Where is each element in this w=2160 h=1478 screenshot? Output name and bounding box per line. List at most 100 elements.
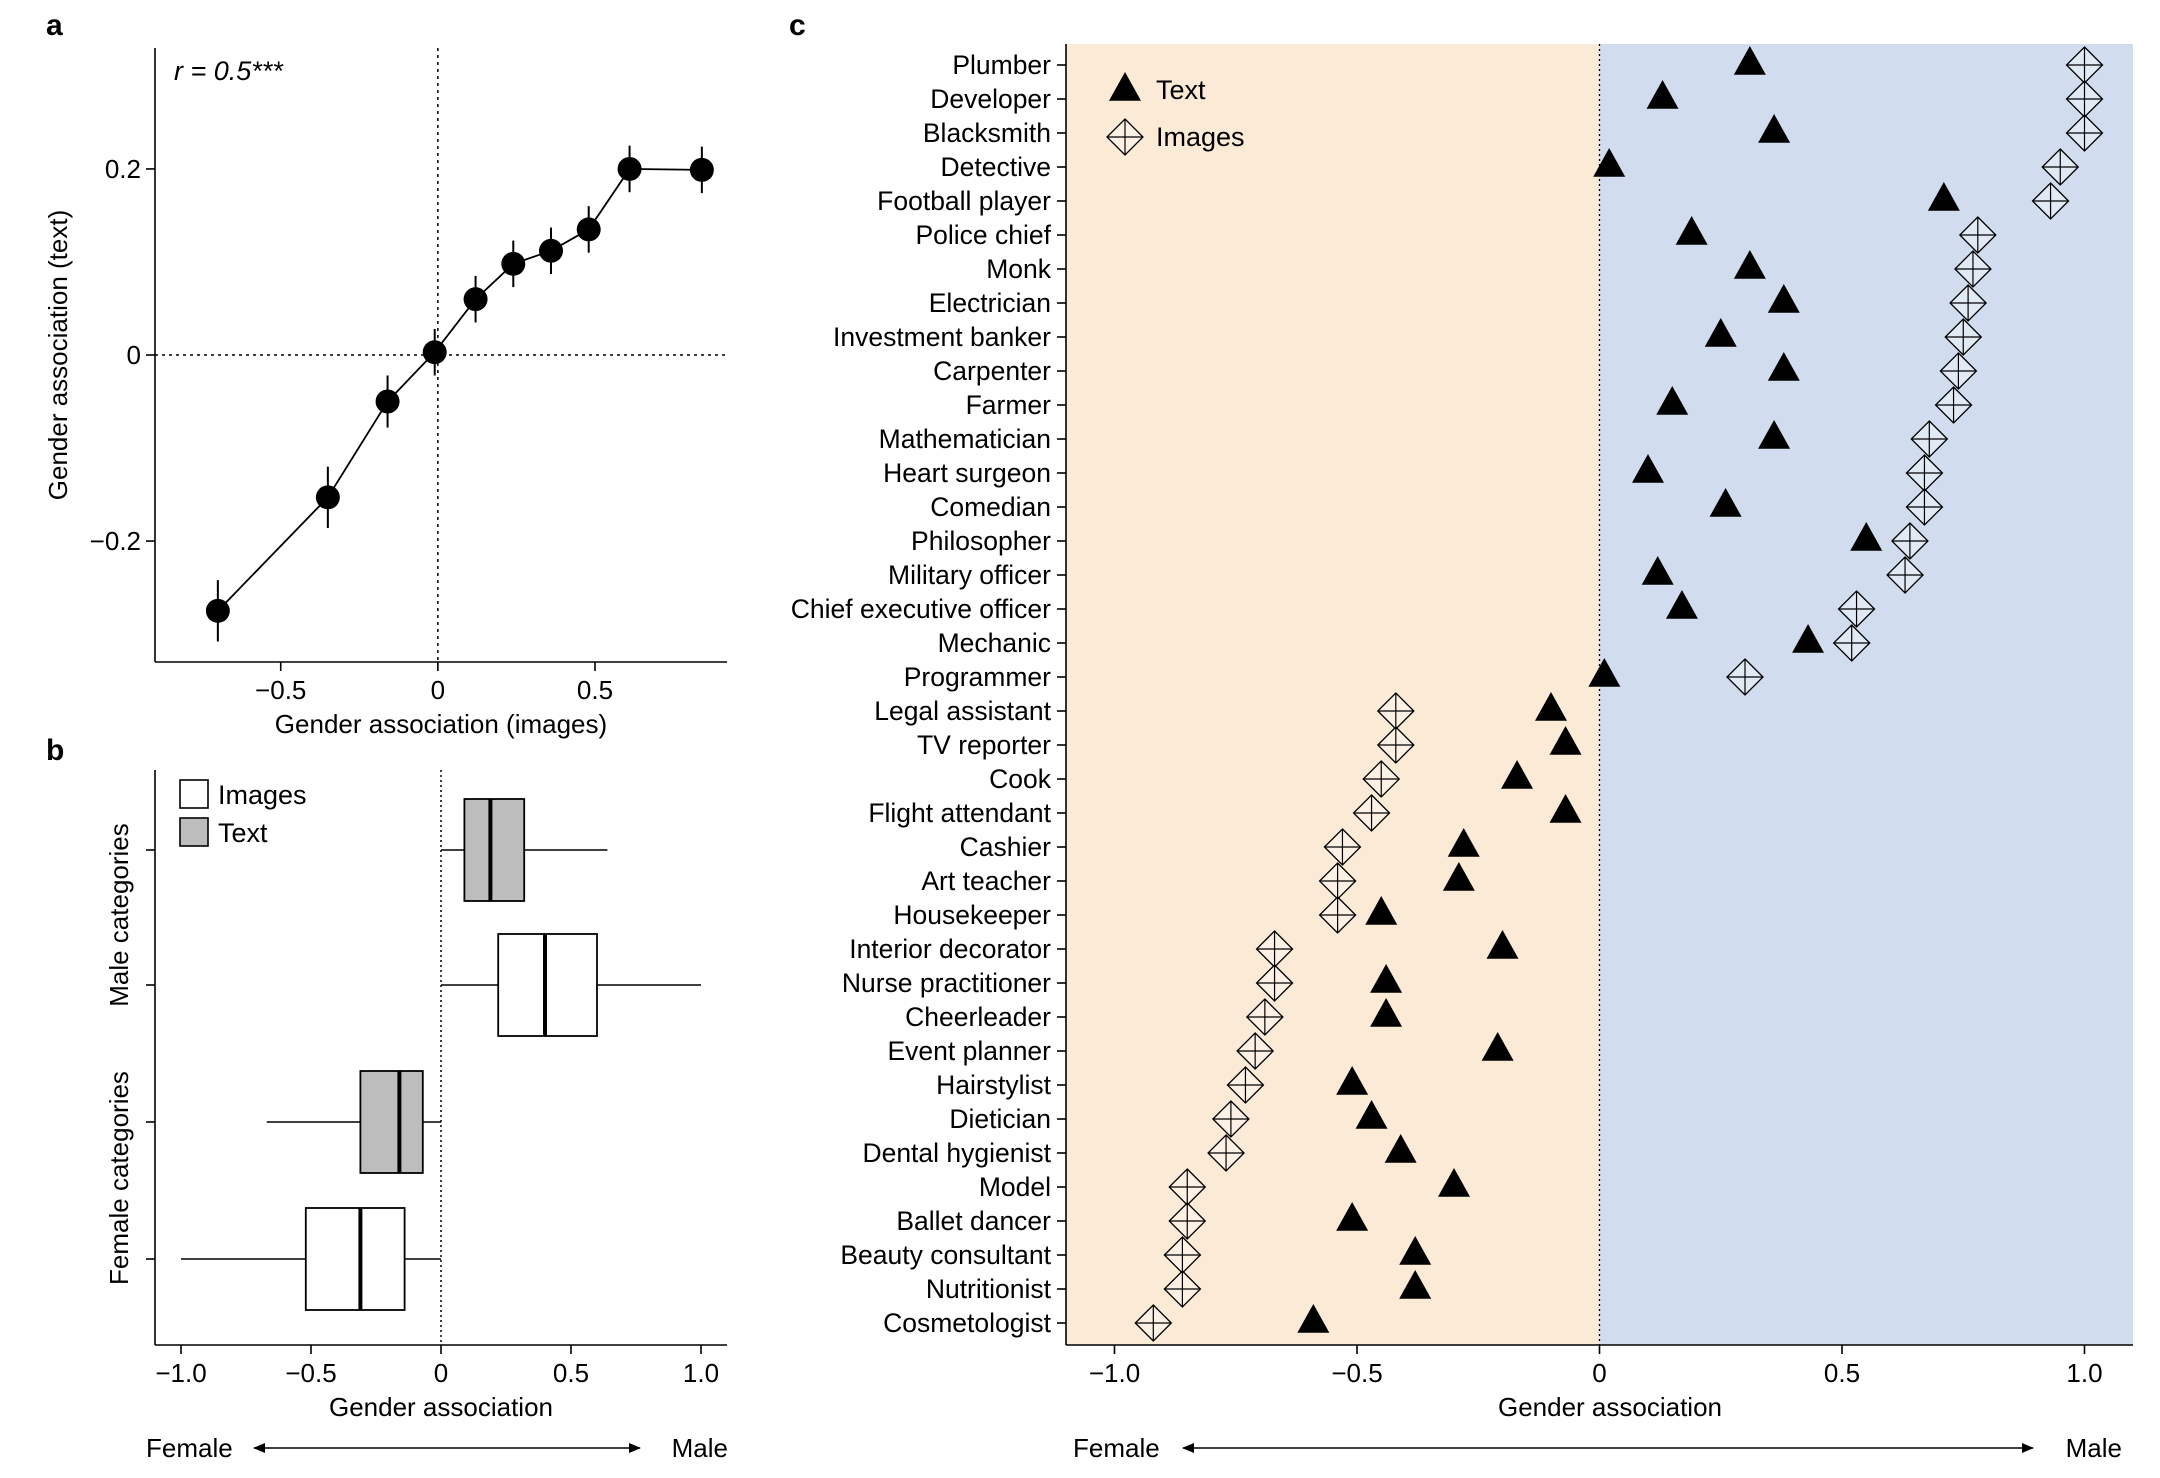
panel-c-category-label: Dietician bbox=[949, 1104, 1051, 1134]
panel-a-data-point bbox=[315, 485, 340, 510]
panel-c-images-marker bbox=[1958, 216, 1997, 254]
panel-c-female-label: Female bbox=[1073, 1433, 1160, 1463]
panel-label-c: c bbox=[789, 9, 806, 42]
panel-b-x-tick-label: 1.0 bbox=[683, 1358, 719, 1388]
panel-a-y-tick-label: −0.2 bbox=[90, 526, 141, 556]
panel-c-images-marker bbox=[1886, 556, 1924, 594]
panel-c-images-marker bbox=[1323, 828, 1362, 866]
panel-c-x-tick-label: −0.5 bbox=[1331, 1358, 1382, 1388]
panel-c-category-label: Art teacher bbox=[921, 866, 1051, 896]
panel-b-x-tick-label: −1.0 bbox=[155, 1358, 206, 1388]
panel-c-category-label: Heart surgeon bbox=[883, 458, 1051, 488]
panel-c-category-label: Beauty consultant bbox=[840, 1240, 1051, 1270]
panel-c-x-tick-label: 1.0 bbox=[2066, 1358, 2102, 1388]
panel-b-box-rect bbox=[497, 933, 598, 1037]
panel-b-x-tick-label: 0.5 bbox=[553, 1358, 589, 1388]
panel-c-images-marker bbox=[1905, 454, 1944, 492]
panel-a-data-point bbox=[617, 156, 642, 181]
panel-a-x-tick-label: −0.5 bbox=[255, 675, 306, 705]
panel-a-annotation: r = 0.5*** bbox=[174, 56, 284, 86]
panel-c-images-marker bbox=[1832, 624, 1871, 662]
panel-c-category-label: Electrician bbox=[929, 288, 1051, 318]
panel-c-category-label: Chief executive officer bbox=[791, 594, 1051, 624]
panel-c-images-marker bbox=[1726, 658, 1764, 696]
panel-c-images-marker bbox=[1255, 964, 1294, 1002]
panel-c-text-marker bbox=[1365, 896, 1398, 925]
panel-c-category-label: Flight attendant bbox=[868, 798, 1051, 828]
panel-c-text-marker bbox=[1656, 386, 1689, 415]
panel-c-text-marker bbox=[1593, 148, 1626, 177]
panel-c-x-tick-label: 0.5 bbox=[1824, 1358, 1860, 1388]
panel-c-text-marker bbox=[1675, 216, 1708, 245]
panel-c-category-label: Nurse practitioner bbox=[842, 968, 1051, 998]
panel-c-text-marker bbox=[1438, 1168, 1470, 1197]
panel-a-data-point bbox=[205, 598, 230, 623]
panel-c-text-marker bbox=[1370, 964, 1403, 993]
panel-b-box-images bbox=[441, 933, 701, 1037]
panel-a-data-point bbox=[422, 340, 447, 365]
panel-a-data-point bbox=[463, 287, 488, 312]
panel-c-category-label: Interior decorator bbox=[849, 934, 1051, 964]
panel-c-images-marker bbox=[1954, 250, 1992, 288]
panel-c-male-label: Male bbox=[2066, 1433, 2122, 1463]
panel-b-legend-swatch bbox=[179, 779, 209, 809]
panel-c-images-marker bbox=[2031, 182, 2070, 220]
panel-c-text-marker bbox=[1704, 318, 1737, 347]
panel-c-category-label: Detective bbox=[941, 152, 1051, 182]
panel-c-category-label: Carpenter bbox=[933, 356, 1051, 386]
panel-a-y-tick-label: 0 bbox=[127, 340, 141, 370]
panel-c-legend-label: Text bbox=[1156, 75, 1206, 105]
panel-c-text-marker bbox=[1355, 1100, 1388, 1129]
panel-b-box-text bbox=[266, 1070, 441, 1174]
panel-c-text-marker bbox=[1646, 80, 1679, 109]
panel-c-text-marker bbox=[1486, 930, 1519, 959]
panel-c-category-label: Cheerleader bbox=[905, 1002, 1051, 1032]
panel-c-category-label: Comedian bbox=[930, 492, 1051, 522]
panel-b-box-text bbox=[441, 798, 608, 902]
panel-c-text-marker bbox=[1399, 1236, 1432, 1265]
panel-c-category-label: Dental hygienist bbox=[862, 1138, 1051, 1168]
panel-c-category-label: Hairstylist bbox=[936, 1070, 1051, 1100]
panel-a-data-point bbox=[689, 157, 714, 182]
panel-c-text-marker bbox=[1758, 114, 1791, 143]
panel-c-images-marker bbox=[1168, 1202, 1207, 1240]
panel-c-text-marker bbox=[1549, 794, 1582, 823]
panel-b-x-tick-label: 0 bbox=[434, 1358, 448, 1388]
panel-c-text-marker bbox=[1733, 250, 1766, 279]
panel-c-scatter-chart: −1.0 −0.5 0 0.5 1.0 Plumber Developer Blacksmi… bbox=[791, 44, 2133, 1463]
panel-c-category-label: Football player bbox=[877, 186, 1051, 216]
panel-c-images-marker bbox=[1226, 1066, 1265, 1104]
panel-b-legend-swatch bbox=[179, 817, 209, 847]
panel-c-category-label: TV reporter bbox=[917, 730, 1051, 760]
panel-c-text-marker bbox=[1665, 590, 1698, 619]
panel-c-text-marker bbox=[1447, 828, 1480, 857]
panel-c-text-marker bbox=[1549, 726, 1582, 755]
panel-c-text-marker bbox=[1632, 454, 1664, 483]
panel-c-images-marker bbox=[1318, 896, 1357, 934]
panel-b-female-label: Female bbox=[146, 1433, 233, 1463]
panel-b-box-rect bbox=[463, 798, 526, 902]
panel-b-x-axis-title: Gender association bbox=[329, 1392, 553, 1422]
panel-b-legend-label: Text bbox=[218, 818, 268, 848]
panel-a-y-tick-label: 0.2 bbox=[105, 154, 141, 184]
panel-c-text-marker bbox=[1370, 998, 1403, 1027]
panel-c-category-label: Plumber bbox=[952, 50, 1051, 80]
panel-c-images-marker bbox=[1944, 318, 1983, 356]
panel-b-x-tick-label: −0.5 bbox=[285, 1358, 336, 1388]
panel-c-text-marker bbox=[1709, 488, 1742, 517]
panel-c-text-marker bbox=[1384, 1134, 1417, 1163]
panel-c-text-marker bbox=[1336, 1066, 1369, 1095]
panel-c-images-marker bbox=[1890, 522, 1929, 560]
panel-c-category-label: Model bbox=[979, 1172, 1051, 1202]
panel-c-category-label: Cook bbox=[989, 764, 1052, 794]
panel-c-x-tick-label: −1.0 bbox=[1089, 1358, 1140, 1388]
panel-c-images-marker bbox=[1134, 1304, 1173, 1342]
panel-c-category-label: Blacksmith bbox=[923, 118, 1051, 148]
panel-c-category-label: Philosopher bbox=[911, 526, 1051, 556]
panel-c-category-label: Police chief bbox=[915, 220, 1051, 250]
panel-c-female-region bbox=[1066, 44, 1600, 1345]
panel-c-category-label: Military officer bbox=[888, 560, 1051, 590]
panel-c-images-marker bbox=[2065, 46, 2104, 84]
panel-c-images-marker bbox=[1905, 488, 1944, 526]
